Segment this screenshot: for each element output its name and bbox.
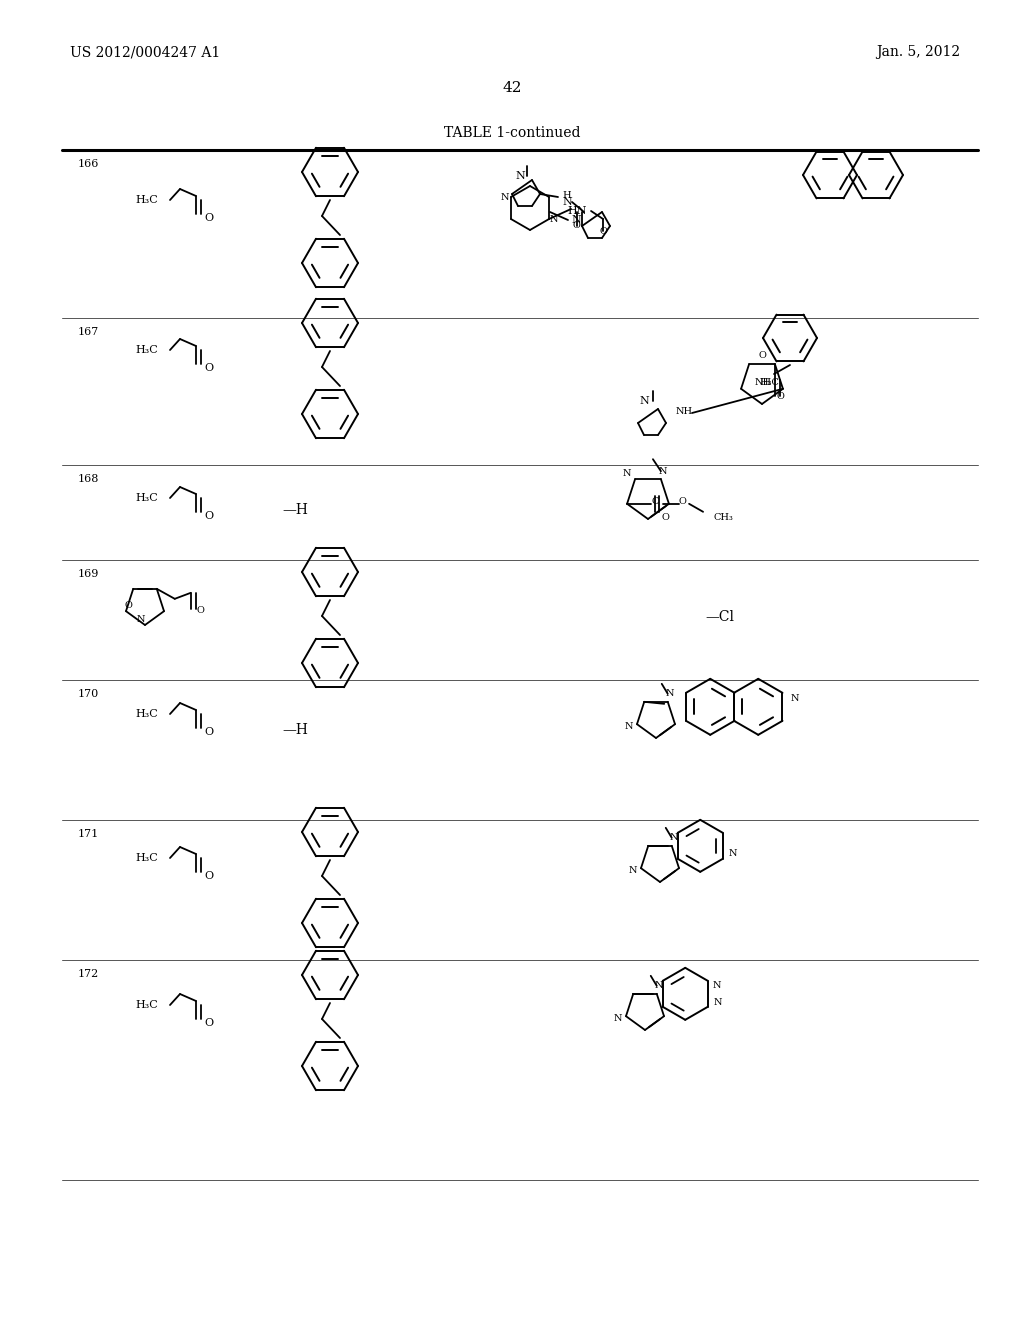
Text: C: C [651,498,658,507]
Text: N: N [629,866,637,875]
Text: N: N [613,1014,623,1023]
Text: O: O [204,213,213,223]
Text: N: N [713,981,721,990]
Text: 169: 169 [78,569,99,579]
Text: 42: 42 [502,81,522,95]
Text: 167: 167 [78,327,99,337]
Text: 170: 170 [78,689,99,700]
Text: N: N [654,981,663,990]
Text: O: O [204,1018,213,1028]
Text: 171: 171 [78,829,99,840]
Text: H₃C: H₃C [135,853,158,863]
Text: N: N [515,172,525,181]
Text: H₃C: H₃C [135,709,158,719]
Text: H₃C: H₃C [135,345,158,355]
Text: N: N [550,214,558,223]
Text: CH₃: CH₃ [713,513,733,523]
Text: 168: 168 [78,474,99,484]
Text: H: H [562,190,570,199]
Text: O: O [204,727,213,737]
Text: O: O [204,511,213,521]
Text: O: O [678,498,686,507]
Text: O: O [204,363,213,374]
Text: N: N [625,722,633,731]
Text: NH: NH [755,378,771,387]
Text: O: O [599,227,607,235]
Text: 166: 166 [78,158,99,169]
Text: N: N [137,615,145,623]
Text: —H: —H [282,503,308,517]
Text: N: N [623,469,632,478]
Text: H₃C: H₃C [135,1001,158,1010]
Text: O: O [777,392,784,401]
Text: N: N [562,197,571,207]
Text: TABLE 1-continued: TABLE 1-continued [443,125,581,140]
Text: O: O [662,513,669,523]
Text: N: N [639,396,649,407]
Text: O: O [572,222,580,231]
Text: 172: 172 [78,969,99,979]
Text: N: N [714,998,722,1007]
Text: —Cl: —Cl [706,610,734,624]
Text: N: N [571,215,581,224]
Text: N: N [501,193,509,202]
Text: HN: HN [567,206,587,216]
Text: N: N [729,849,737,858]
Text: N: N [658,467,668,475]
Text: H₃C: H₃C [135,195,158,205]
Text: O: O [204,871,213,880]
Text: N: N [670,833,678,842]
Text: N: N [791,694,799,704]
Text: O: O [197,606,205,615]
Text: US 2012/0004247 A1: US 2012/0004247 A1 [70,45,220,59]
Text: H₃C: H₃C [135,492,158,503]
Text: O: O [124,601,132,610]
Text: O: O [758,351,766,360]
Text: —H: —H [282,723,308,737]
Text: Jan. 5, 2012: Jan. 5, 2012 [876,45,961,59]
Text: H₃C: H₃C [759,379,779,387]
Text: N: N [666,689,674,698]
Text: NH: NH [676,407,693,416]
